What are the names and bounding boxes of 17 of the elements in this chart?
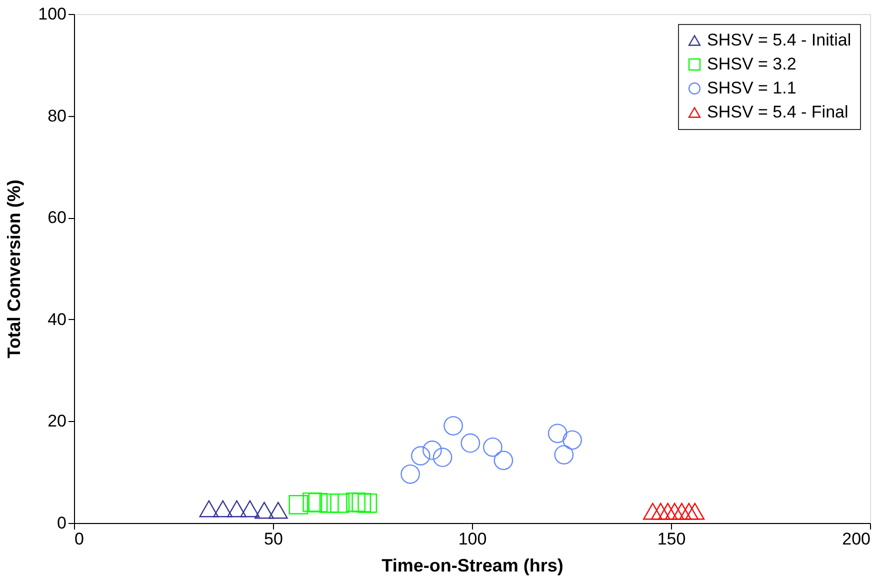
y-tick-label: 80 bbox=[48, 106, 66, 126]
y-tick-label: 100 bbox=[38, 4, 66, 24]
y-tick-label: 40 bbox=[48, 310, 66, 329]
x-tick-label: 200 bbox=[842, 530, 870, 548]
x-tick-label: 0 bbox=[74, 530, 84, 548]
y-tick-label: 60 bbox=[48, 208, 66, 228]
x-axis-title: Time-on-Stream (hrs) bbox=[382, 556, 564, 576]
y-tick-label: 20 bbox=[48, 412, 66, 431]
y-axis-title: Total Conversion (%) bbox=[4, 180, 24, 358]
legend-label: SHSV = 1.1 bbox=[707, 78, 796, 98]
legend-label: SHSV = 5.4 - Final bbox=[707, 102, 848, 122]
x-tick-label: 100 bbox=[458, 530, 487, 548]
y-tick-label: 0 bbox=[57, 514, 66, 532]
legend-label: SHSV = 3.2 bbox=[707, 54, 796, 74]
x-tick-label: 50 bbox=[264, 530, 283, 548]
x-tick-label: 150 bbox=[657, 530, 686, 548]
legend-label: SHSV = 5.4 - Initial bbox=[707, 30, 852, 50]
